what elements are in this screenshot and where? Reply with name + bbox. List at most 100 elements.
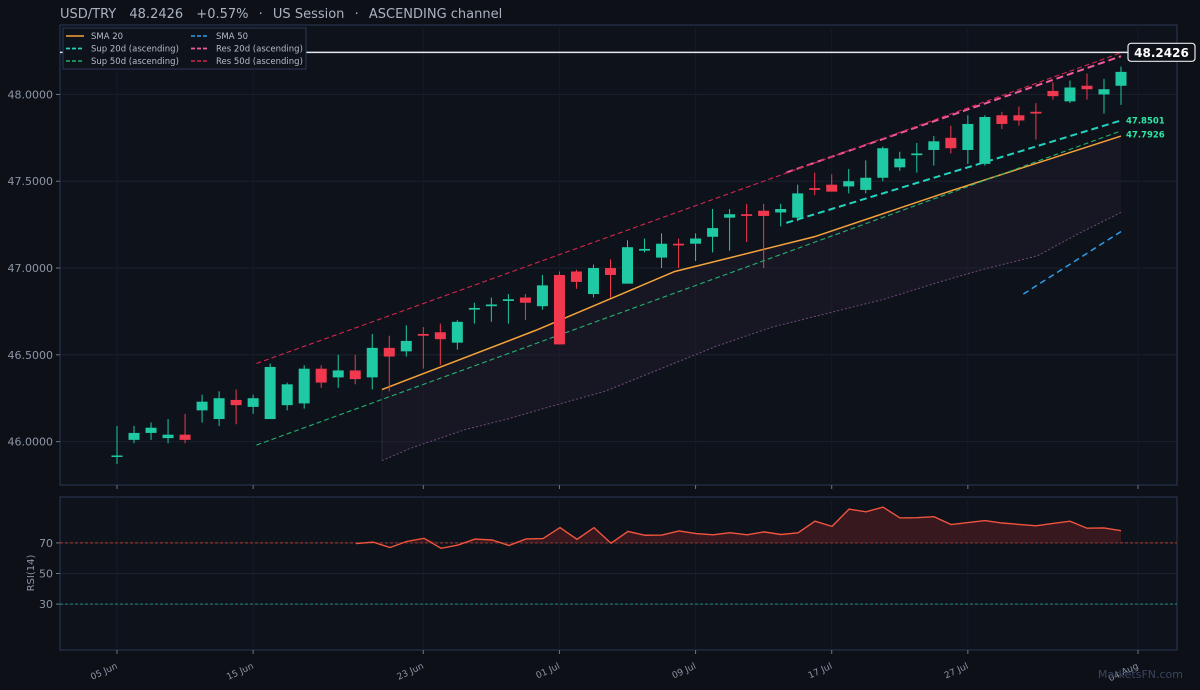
candle-body [162, 434, 174, 439]
series-line-sup-20d-ascending [786, 119, 1122, 224]
candle-body [502, 299, 514, 301]
candle-body [707, 228, 719, 237]
rsi-overbought-fill [356, 507, 1121, 543]
legend-box [62, 27, 307, 70]
candle-body [860, 177, 872, 190]
candle [979, 115, 991, 166]
candle-body [1081, 85, 1093, 90]
rsi-line [355, 506, 1122, 549]
candle-body [485, 304, 497, 307]
candle [111, 425, 123, 465]
candle [196, 394, 208, 423]
price-panel: 46.0000 46.5000 47.0000 47.5000 48.0000 48.2… [8, 24, 1196, 486]
candle [230, 389, 242, 425]
legend-entry: SMA 50 [216, 32, 248, 42]
candle [553, 271, 565, 345]
candle-body [349, 370, 361, 380]
candle-body [656, 243, 668, 258]
last-price-badge [1127, 42, 1196, 62]
candle [962, 115, 974, 164]
candle [587, 264, 599, 298]
legend-entry: Res 20d (ascending) [216, 45, 303, 55]
candle [707, 209, 719, 253]
candle-body [1098, 89, 1110, 95]
candle [758, 203, 770, 269]
series-line-res-20d-ascending [786, 55, 1122, 174]
candle-body [434, 332, 446, 340]
session: US Session [273, 7, 345, 22]
candle [894, 151, 906, 171]
candle [281, 382, 293, 411]
candle-body [111, 455, 123, 457]
y-tick-label: 46.5000 [8, 349, 54, 362]
legend-entry: Sup 20d (ascending) [91, 45, 179, 55]
level-label: 47.8501 [1126, 116, 1165, 126]
candle [809, 172, 821, 196]
candle-body [570, 271, 582, 282]
candle [536, 274, 548, 310]
band-fill [381, 136, 1121, 461]
price-panel-frame [59, 24, 1178, 486]
candle-body [1064, 87, 1076, 102]
candle [485, 297, 497, 322]
candle-body [315, 368, 327, 383]
candle [332, 354, 344, 388]
candle-body [417, 333, 429, 336]
candle [298, 365, 310, 409]
candle-body [247, 398, 259, 407]
candle-body [230, 399, 242, 406]
candle-body [213, 398, 225, 420]
candle-body [979, 117, 991, 164]
candle [417, 327, 429, 369]
y-axis-ticks: 46.0000 46.5000 47.0000 47.5000 48.0000 [8, 88, 60, 449]
candles [111, 66, 1127, 465]
candle [213, 391, 225, 426]
candle [911, 143, 923, 173]
candle [502, 294, 514, 324]
candle [383, 335, 395, 392]
y-tick-label: 48.0000 [8, 88, 54, 101]
candle [1013, 106, 1025, 126]
candle-body [383, 347, 395, 357]
change: +0.57% [196, 7, 248, 22]
candle-body [553, 274, 565, 345]
series-line-res-50d-ascending [256, 52, 1122, 365]
candle-body [911, 153, 923, 156]
candle [622, 240, 634, 284]
candle [639, 238, 651, 253]
candle-body [196, 401, 208, 411]
series-line-sma-20 [381, 135, 1122, 391]
candle-body [673, 243, 685, 246]
indicator-lines [256, 52, 1122, 446]
candle-body [639, 248, 651, 251]
y-tick-label: 47.5000 [8, 175, 54, 188]
rsi-panel: 30 50 70 RSI(14) [26, 496, 1178, 651]
watermark: MarketsFN.com [1098, 668, 1183, 681]
level-label: 47.7926 [1126, 130, 1165, 140]
separator-1: · [259, 7, 263, 22]
candle-body [468, 307, 480, 310]
candle [400, 325, 412, 357]
candle [877, 146, 889, 182]
candle [826, 174, 838, 192]
symbol: USD/TRY [60, 7, 116, 22]
candle [366, 333, 378, 390]
candle [1115, 66, 1127, 105]
candle-body [128, 432, 140, 440]
rsi-tick-label: 50 [39, 568, 53, 581]
separator-2: · [355, 7, 359, 22]
candle [451, 320, 463, 350]
candle-body [264, 366, 276, 420]
candle [264, 363, 276, 420]
candle-body [451, 321, 463, 343]
candle-body [792, 193, 804, 218]
candle [690, 233, 702, 262]
candle-body [332, 370, 344, 378]
candle-body [298, 368, 310, 404]
candle [843, 169, 855, 194]
candle [792, 184, 804, 222]
candle-body [536, 285, 548, 307]
candle [724, 209, 736, 251]
legend-entry: Res 50d (ascending) [216, 57, 303, 67]
candle-body [894, 158, 906, 168]
